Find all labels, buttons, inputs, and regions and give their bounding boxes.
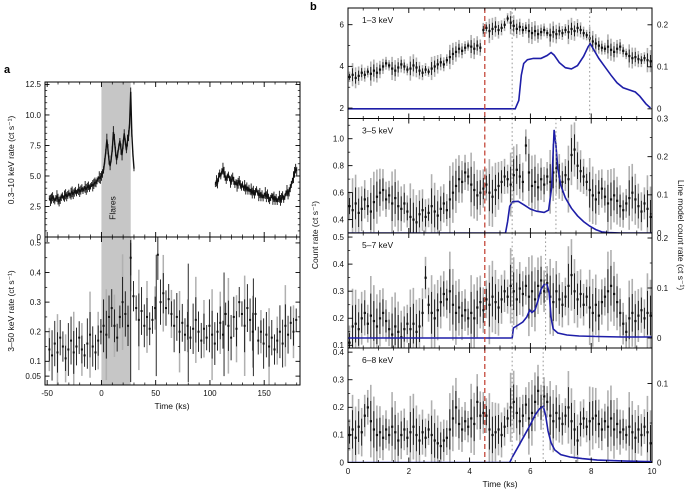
- panel-a-label: a: [4, 64, 11, 76]
- svg-text:0.4: 0.4: [333, 215, 345, 224]
- svg-text:0: 0: [657, 229, 662, 238]
- svg-text:0.5: 0.5: [333, 233, 345, 242]
- svg-text:0: 0: [346, 467, 351, 476]
- svg-text:0.1: 0.1: [657, 284, 669, 293]
- svg-text:0.4: 0.4: [333, 260, 345, 269]
- svg-text:0: 0: [37, 233, 42, 242]
- svg-text:Time (ks): Time (ks): [482, 479, 517, 489]
- svg-text:0.1: 0.1: [333, 341, 345, 350]
- panel-b-3-data: [348, 348, 652, 463]
- svg-text:0.3: 0.3: [333, 287, 345, 296]
- svg-text:0.1: 0.1: [30, 357, 42, 366]
- svg-text:0.3: 0.3: [30, 298, 42, 307]
- svg-text:6: 6: [528, 467, 533, 476]
- line-model-curve: [348, 283, 652, 339]
- svg-text:0.8: 0.8: [333, 161, 345, 170]
- svg-text:0.1: 0.1: [657, 63, 669, 72]
- svg-text:0.1: 0.1: [333, 431, 345, 440]
- svg-text:Line model count rate (ct s⁻¹): Line model count rate (ct s⁻¹): [676, 180, 685, 290]
- svg-text:1–3 keV: 1–3 keV: [362, 15, 394, 25]
- svg-text:0.2: 0.2: [657, 234, 669, 243]
- svg-text:10.0: 10.0: [25, 111, 41, 120]
- svg-text:0.2: 0.2: [657, 21, 669, 30]
- svg-text:0.2: 0.2: [333, 403, 345, 412]
- svg-text:5–7 keV: 5–7 keV: [362, 240, 394, 250]
- panel-b-2-data: [348, 233, 652, 348]
- svg-text:12.5: 12.5: [25, 80, 41, 89]
- svg-text:0.2: 0.2: [657, 152, 669, 161]
- panel-a-top-data: [48, 87, 298, 207]
- svg-text:0.4: 0.4: [333, 348, 345, 357]
- svg-text:Time (ks): Time (ks): [154, 401, 189, 411]
- panel-a-bottom-data: [48, 237, 298, 385]
- svg-text:0.05: 0.05: [25, 372, 41, 381]
- svg-text:6: 6: [340, 20, 345, 29]
- svg-text:0.2: 0.2: [30, 328, 42, 337]
- svg-text:Flares: Flares: [108, 196, 118, 220]
- svg-text:0.3–10 keV rate (ct s⁻¹): 0.3–10 keV rate (ct s⁻¹): [6, 116, 16, 205]
- line-model-curve: [348, 42, 652, 110]
- svg-text:2.5: 2.5: [30, 202, 42, 211]
- svg-text:0.1: 0.1: [657, 191, 669, 200]
- svg-text:4: 4: [467, 467, 472, 476]
- svg-text:-50: -50: [41, 389, 53, 398]
- svg-text:3–5 keV: 3–5 keV: [362, 126, 394, 136]
- svg-text:8: 8: [589, 467, 594, 476]
- svg-text:0.6: 0.6: [333, 188, 345, 197]
- panel-b-1-data: [348, 118, 652, 233]
- svg-text:100: 100: [203, 389, 217, 398]
- svg-text:0: 0: [657, 334, 662, 343]
- svg-text:2: 2: [340, 104, 345, 113]
- svg-text:Count rate (ct s⁻¹): Count rate (ct s⁻¹): [310, 201, 320, 269]
- svg-text:0.2: 0.2: [333, 314, 345, 323]
- svg-text:50: 50: [151, 389, 160, 398]
- svg-text:0.3: 0.3: [333, 376, 345, 385]
- svg-text:0: 0: [657, 105, 662, 114]
- svg-text:0.5: 0.5: [30, 239, 42, 248]
- line-model-curve: [348, 405, 652, 463]
- svg-text:10: 10: [648, 467, 657, 476]
- svg-text:3–50 keV rate (ct s⁻¹): 3–50 keV rate (ct s⁻¹): [6, 270, 16, 352]
- svg-text:0: 0: [657, 458, 662, 467]
- svg-text:150: 150: [258, 389, 272, 398]
- svg-text:0.4: 0.4: [30, 268, 42, 277]
- panel-b-0-data: [348, 8, 652, 119]
- svg-text:6–8 keV: 6–8 keV: [362, 355, 394, 365]
- svg-text:4: 4: [340, 62, 345, 71]
- svg-text:0.1: 0.1: [657, 379, 669, 388]
- line-model-curve: [348, 129, 652, 233]
- svg-text:7.5: 7.5: [30, 141, 42, 150]
- svg-text:0: 0: [340, 458, 345, 467]
- svg-text:1.0: 1.0: [333, 135, 345, 144]
- svg-text:0.3: 0.3: [657, 114, 669, 123]
- svg-text:0: 0: [99, 389, 104, 398]
- panel-b-label: b: [310, 1, 317, 13]
- svg-text:2: 2: [407, 467, 412, 476]
- svg-text:5.0: 5.0: [30, 172, 42, 181]
